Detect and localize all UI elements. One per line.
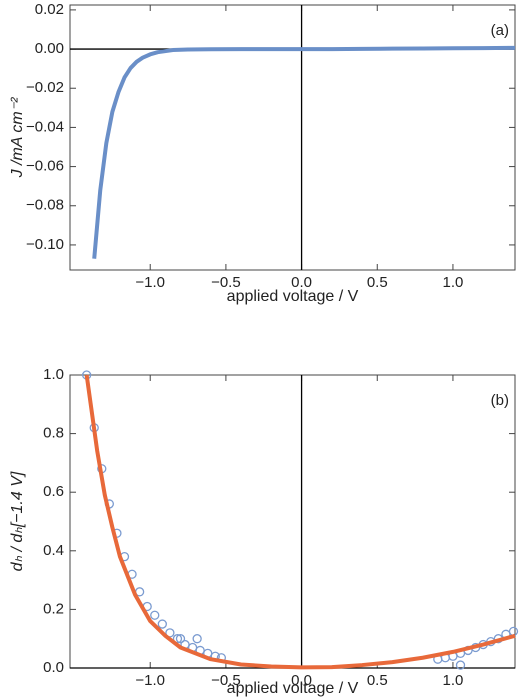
- x-tick-label: −0.5: [211, 274, 241, 291]
- data-point: [192, 634, 202, 644]
- y-tick-label: −0.10: [26, 236, 64, 253]
- y-tick-label: 0.6: [43, 483, 64, 500]
- x-tick-label: 0.0: [291, 274, 312, 291]
- y-tick-label: 0.2: [43, 600, 64, 617]
- x-tick-label: −0.5: [211, 672, 241, 689]
- panel-label: (a): [491, 22, 509, 39]
- x-tick-label: −1.0: [135, 672, 165, 689]
- plot-frame: [69, 4, 516, 271]
- y-tick-label: −0.06: [26, 158, 64, 175]
- x-tick-label: 0.5: [367, 672, 388, 689]
- x-tick-label: 1.0: [443, 274, 464, 291]
- x-tick-label: 0.0: [291, 672, 312, 689]
- panel: −1.0 −0.5 0.0 0.5 1.0 0.0 0.2 0.4 0.6 0.8 1.0 (b) ap…: [9, 366, 519, 697]
- x-tick-label: −1.0: [135, 274, 165, 291]
- y-tick-label: −0.08: [26, 197, 64, 214]
- y-tick-label: −0.04: [26, 118, 64, 135]
- x-axis-label: applied voltage / V: [227, 680, 359, 697]
- y-axis-label: dₕ / dₕ[−1.4 V]: [9, 471, 26, 571]
- data-point: [157, 619, 167, 629]
- y-tick-label: 0.4: [43, 542, 64, 559]
- data-line: [84, 374, 516, 670]
- y-tick-label: 0.02: [35, 1, 64, 18]
- panel: −1.0 −0.5 0.0 0.5 1.0 0.02 0.00 −0.02 −0.04 −0.06…: [9, 1, 516, 305]
- y-tick-label: −0.02: [26, 79, 64, 96]
- data-point: [455, 660, 466, 670]
- panel-label: (b): [491, 392, 509, 409]
- x-axis-label: applied voltage / V: [227, 288, 359, 305]
- y-tick-label: 1.0: [43, 366, 64, 383]
- data-line: [92, 45, 516, 259]
- data-point: [175, 634, 186, 644]
- y-tick-label: 0.00: [35, 40, 64, 57]
- plot-frame: [69, 374, 516, 669]
- x-tick-label: 0.5: [367, 274, 388, 291]
- y-axis-label: J /mA cm⁻²: [9, 97, 26, 179]
- y-tick-label: 0.8: [43, 425, 64, 442]
- data-point: [150, 610, 160, 620]
- x-tick-label: 1.0: [443, 672, 464, 689]
- y-tick-label: 0.0: [43, 659, 64, 676]
